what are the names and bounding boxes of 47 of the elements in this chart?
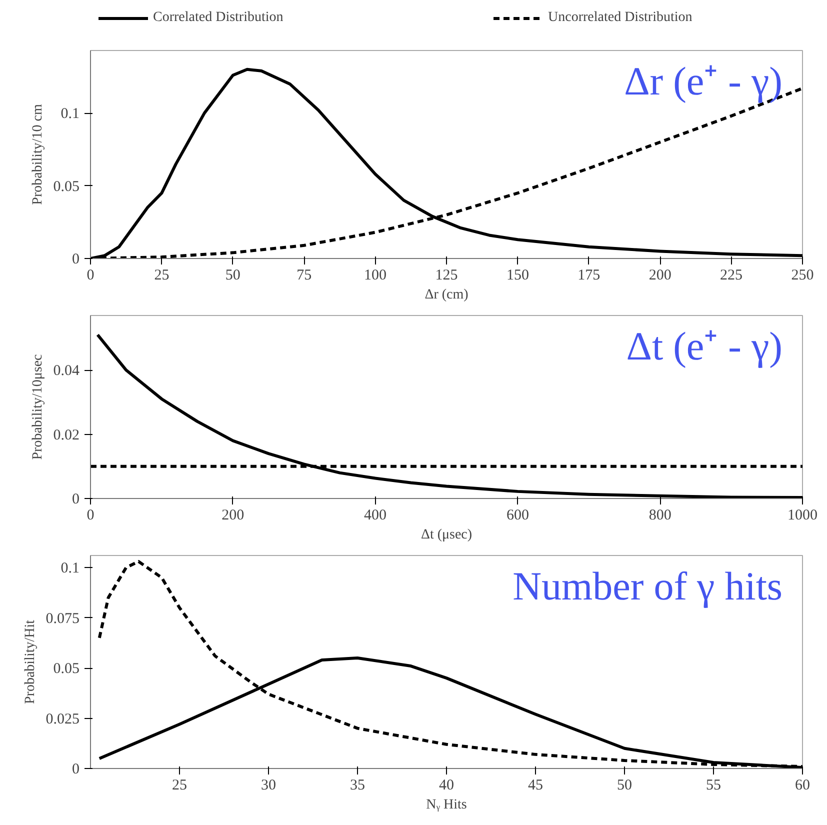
x-tick-label: 125 [435, 268, 458, 284]
x-tick-label: 600 [506, 508, 529, 524]
x-tick-label: 50 [617, 778, 632, 794]
y-tick-label: 0 [72, 762, 80, 778]
annotation: Δt (e⁺ - γ) [626, 324, 783, 368]
y-tick-label: 0 [72, 492, 80, 508]
x-tick-label: 40 [439, 778, 454, 794]
x-tick-label: 400 [364, 508, 387, 524]
y-tick-label: 0 [72, 252, 80, 268]
x-tick-label: 50 [225, 268, 240, 284]
y-tick-label: 0.025 [46, 711, 80, 728]
annotation: Number of γ hits [512, 564, 783, 608]
x-tick-label: 75 [296, 268, 312, 284]
y-tick-label: 0.1 [60, 560, 80, 577]
x-tick-label: 200 [222, 508, 244, 524]
x-tick-label: 25 [172, 778, 187, 794]
y-axis-title: Probability/Hit [22, 620, 38, 704]
x-tick-label: 0 [86, 508, 94, 524]
x-axis-title: Δr (cm) [424, 288, 469, 302]
x-tick-label: 55 [706, 778, 721, 794]
x-tick-label: 175 [578, 268, 600, 284]
x-tick-label: 1000 [788, 508, 818, 524]
y-tick-label: 0.04 [53, 363, 80, 380]
x-tick-label: 250 [791, 268, 814, 284]
y-tick-label: 0.05 [53, 178, 80, 195]
x-tick-label: 30 [261, 778, 276, 794]
x-tick-label: 35 [350, 778, 365, 794]
y-tick-label: 0.1 [60, 106, 80, 122]
x-tick-label: 60 [795, 778, 810, 794]
y-tick-label: 0.02 [53, 427, 80, 444]
x-tick-label: 150 [506, 268, 529, 284]
x-tick-label: 45 [528, 778, 543, 794]
y-tick-label: 0.075 [46, 610, 80, 627]
x-axis-title: Δt (μsec) [420, 528, 472, 542]
x-tick-label: 100 [364, 268, 387, 284]
x-tick-label: 800 [648, 508, 672, 524]
y-axis-title: Probability/10 cm [30, 104, 46, 205]
x-tick-label: 225 [720, 268, 743, 284]
legend-label: Uncorrelated Distribution [548, 10, 694, 26]
x-tick-label: 0 [86, 268, 94, 284]
annotation: Δr (e⁺ - γ) [624, 58, 783, 104]
x-tick-label: 200 [648, 268, 672, 284]
x-tick-label: 25 [154, 268, 170, 284]
x-axis-title: Nᵧ Hits [426, 798, 467, 812]
y-axis-title: Probability/10μsec [30, 354, 46, 460]
legend-label: Correlated Distribution [153, 10, 284, 26]
y-tick-label: 0.05 [53, 661, 80, 678]
